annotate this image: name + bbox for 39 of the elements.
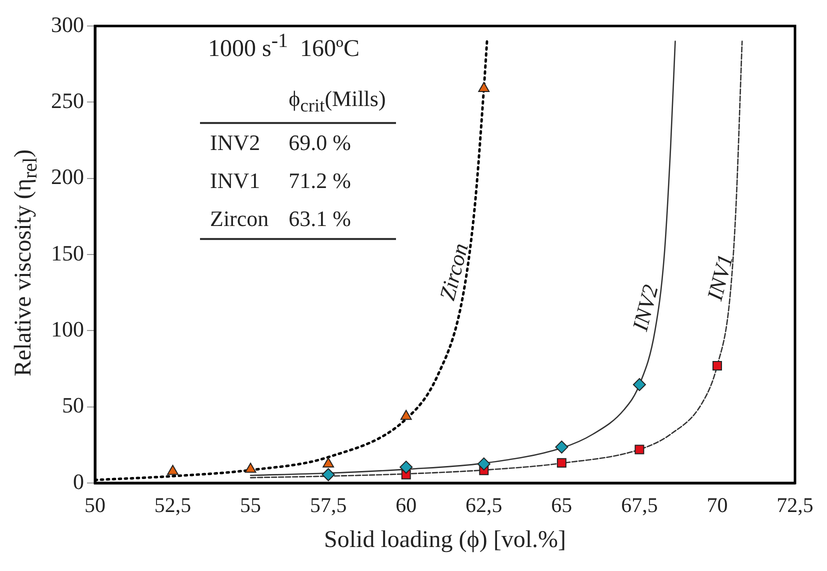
point [400,410,412,420]
y-tick-label: 100 [51,316,84,342]
point [478,82,490,92]
point [632,378,646,392]
y-tick-label: 0 [73,468,84,494]
text: INV2 [626,282,663,334]
y-tick-label: 150 [51,240,84,266]
y-tick-label: 200 [51,164,84,190]
point [477,457,490,470]
point [400,460,413,474]
annotation: 69.0 % [288,129,352,158]
y-tick-label: 50 [62,392,84,418]
point [555,440,568,454]
annotation: ϕ$_{crit}$(Mills) [288,85,387,118]
x-tick-label: 70 [706,493,728,518]
annotation: INV1 [209,167,262,196]
point [322,468,335,482]
point [556,458,566,468]
annotation: INV2 [209,129,262,158]
x-tick-label: 67,5 [621,493,658,518]
x-tick-label: 60 [396,493,417,518]
x-tick-label: 55 [240,493,262,518]
x-tick-label: 52,5 [154,493,192,518]
y-tick-label: 300 [51,12,84,37]
x-axis-title: Solid loading (ϕ) [vol.%] [324,526,566,553]
text: INV1 [702,252,738,304]
x-tick-label: 57,5 [310,493,347,518]
x-tick-label: 65 [551,493,572,518]
y-tick-label: 250 [51,88,84,113]
annotation: Zircon [209,205,270,234]
x-tick-label: 62,5 [466,493,502,518]
annotation: 1000 s$^{-1}$ 160ºC [208,30,360,63]
text: Zircon [434,240,473,303]
point [634,444,644,454]
x-tick-label: 72,5 [776,493,814,518]
point [712,360,722,370]
x-tick-label: 50 [84,493,106,518]
annotation: 63.1 % [288,205,352,234]
annotation: 71.2 % [288,167,352,196]
